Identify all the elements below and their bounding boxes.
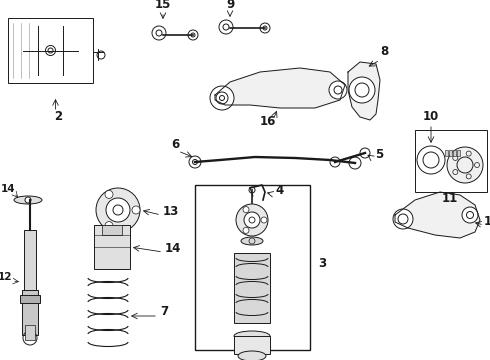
Text: 9: 9 <box>226 0 234 11</box>
Circle shape <box>462 207 478 223</box>
Ellipse shape <box>14 196 42 204</box>
Circle shape <box>105 222 113 230</box>
Polygon shape <box>215 68 345 108</box>
Text: 14: 14 <box>165 242 181 255</box>
Text: 1: 1 <box>484 215 490 228</box>
Text: 6: 6 <box>171 138 179 151</box>
Circle shape <box>106 198 130 222</box>
Bar <box>102 225 122 235</box>
Circle shape <box>132 206 140 214</box>
Circle shape <box>105 190 113 198</box>
Bar <box>453 150 456 156</box>
Text: 4: 4 <box>275 184 283 197</box>
Circle shape <box>25 197 31 203</box>
Polygon shape <box>395 192 480 238</box>
Text: 5: 5 <box>375 148 383 161</box>
Text: 3: 3 <box>318 257 326 270</box>
Bar <box>234 253 270 323</box>
Circle shape <box>447 147 483 183</box>
Text: 13: 13 <box>163 205 179 218</box>
Text: 7: 7 <box>160 305 168 318</box>
Circle shape <box>349 157 361 169</box>
Text: 8: 8 <box>380 45 388 58</box>
Bar <box>22 290 38 335</box>
Text: 2: 2 <box>54 110 63 123</box>
Text: 16: 16 <box>260 115 276 128</box>
Bar <box>234 336 270 354</box>
Circle shape <box>243 228 249 233</box>
Polygon shape <box>348 62 380 120</box>
Circle shape <box>189 156 201 168</box>
Circle shape <box>330 157 340 167</box>
Ellipse shape <box>238 351 266 360</box>
Text: 10: 10 <box>423 110 439 123</box>
Circle shape <box>349 77 375 103</box>
Bar <box>449 150 452 156</box>
Bar <box>457 150 460 156</box>
Ellipse shape <box>241 237 263 245</box>
Circle shape <box>236 204 268 236</box>
Bar <box>195 185 310 350</box>
Circle shape <box>261 217 267 223</box>
Bar <box>415 130 487 192</box>
Circle shape <box>96 188 140 232</box>
Text: 12: 12 <box>0 272 12 282</box>
Text: 14: 14 <box>0 184 15 194</box>
Circle shape <box>244 212 260 228</box>
Bar <box>25 325 35 340</box>
Bar <box>8 18 93 83</box>
Bar <box>445 150 448 156</box>
Text: 11: 11 <box>442 192 458 205</box>
Bar <box>20 295 40 303</box>
Circle shape <box>393 209 413 229</box>
Circle shape <box>329 81 347 99</box>
Circle shape <box>243 207 249 213</box>
Bar <box>94 225 130 269</box>
Circle shape <box>360 148 370 158</box>
Circle shape <box>210 86 234 110</box>
Bar <box>24 230 36 290</box>
Ellipse shape <box>234 331 270 341</box>
Text: 15: 15 <box>155 0 171 11</box>
